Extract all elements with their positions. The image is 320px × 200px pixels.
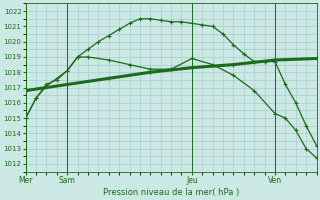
- X-axis label: Pression niveau de la mer( hPa ): Pression niveau de la mer( hPa ): [103, 188, 239, 197]
